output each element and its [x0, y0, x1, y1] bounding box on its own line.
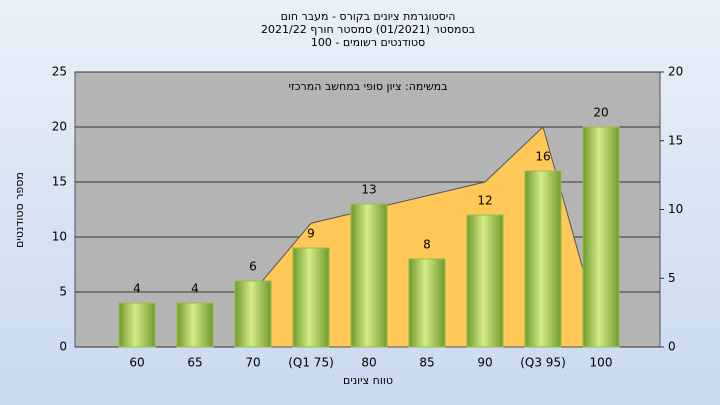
bar — [408, 258, 446, 348]
y-tick-label: 15 — [52, 175, 67, 189]
bar — [234, 280, 272, 348]
x-tick-label: 80 — [361, 356, 376, 370]
y2-tick-label: 20 — [668, 65, 683, 79]
x-tick-label: 100 — [590, 356, 613, 370]
y2-tick-label: 15 — [668, 133, 683, 147]
y-tick-label: 5 — [59, 285, 67, 299]
y-axis-label: מספר סטודנטים — [13, 172, 26, 248]
data-label: 9 — [307, 227, 315, 241]
bar — [350, 203, 388, 348]
x-tick-label: (Q3 95) — [520, 356, 566, 370]
x-axis-label: טווח ציונים — [343, 374, 393, 387]
y-tick-label: 25 — [52, 65, 67, 79]
annotation: במשימה: ציון סופי במחשב המרכזי — [288, 80, 447, 93]
data-label: 4 — [191, 282, 199, 296]
y2-tick-label: 10 — [668, 202, 683, 216]
data-label: 8 — [423, 238, 431, 252]
x-tick-label: (Q1 75) — [288, 356, 334, 370]
data-label: 4 — [133, 282, 141, 296]
x-tick-label: 85 — [419, 356, 434, 370]
x-tick-label: 65 — [187, 356, 202, 370]
data-label: 12 — [477, 194, 492, 208]
bar — [582, 126, 620, 348]
y2-tick-label: 0 — [668, 340, 676, 354]
y-tick-label: 10 — [52, 230, 67, 244]
bar — [466, 214, 504, 348]
bar — [524, 170, 562, 348]
bar — [292, 247, 330, 348]
data-label: 6 — [249, 260, 257, 274]
y-tick-label: 20 — [52, 120, 67, 134]
subtitle: בסמסטר (01/2021) סמסטר חורף 2021/22 — [261, 23, 475, 36]
x-tick-label: 70 — [245, 356, 260, 370]
y-tick-label: 0 — [59, 340, 67, 354]
x-tick-label: 90 — [477, 356, 492, 370]
data-label: 20 — [593, 106, 608, 120]
y2-tick-label: 5 — [668, 271, 676, 285]
bar — [176, 302, 214, 348]
bar — [118, 302, 156, 348]
x-tick-label: 60 — [129, 356, 144, 370]
data-label: 16 — [535, 150, 550, 164]
subtitle: סטודנטים רשומים - 100 — [311, 36, 425, 49]
chart-title: היסטוגרמת ציונים בקורס - מעבר חום — [281, 10, 456, 23]
data-label: 13 — [361, 183, 376, 197]
